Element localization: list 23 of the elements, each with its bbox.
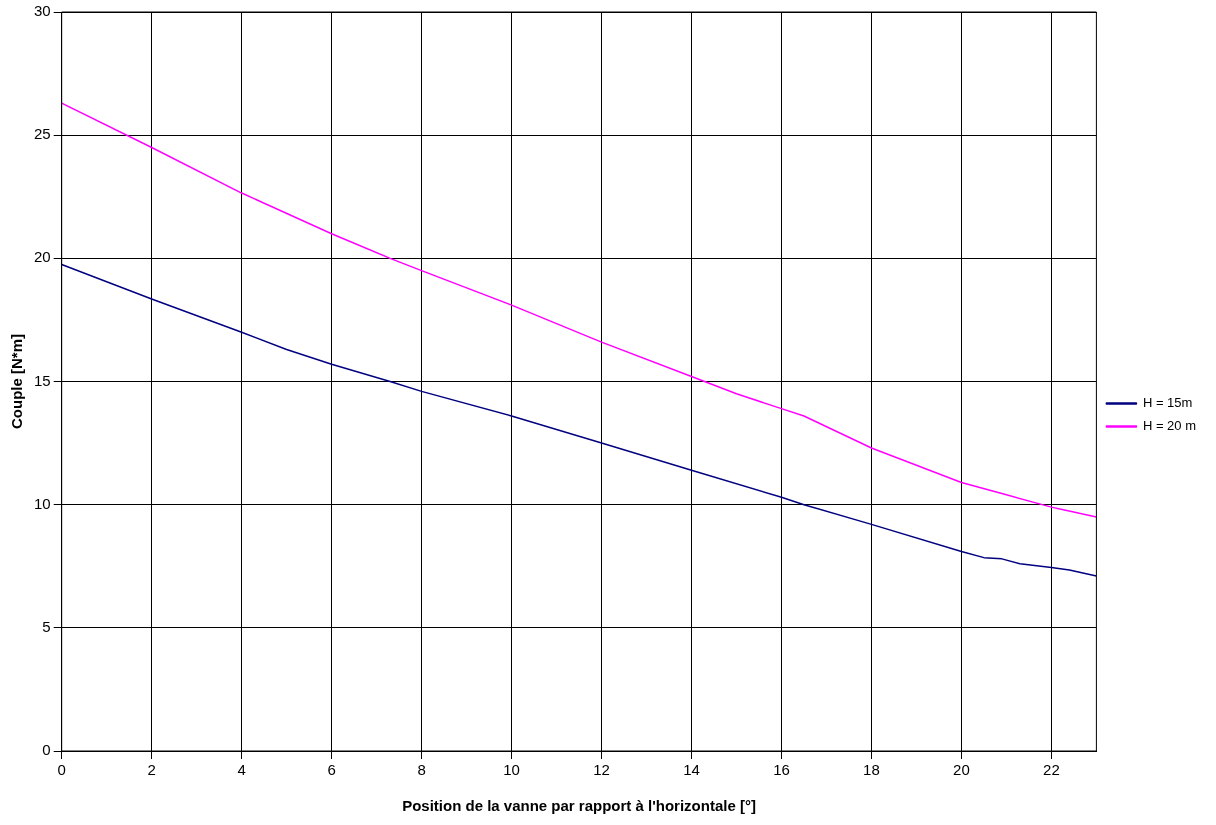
x-tick-label: 12 [593, 761, 610, 779]
y-tick-label: 20 [34, 248, 51, 266]
x-tick-label: 10 [503, 761, 520, 779]
y-tick-label: 5 [42, 617, 51, 635]
y-tick-label: 25 [34, 125, 51, 143]
y-tick-label: 30 [34, 2, 51, 20]
x-tick-label: 8 [417, 761, 426, 779]
x-tick-label: 18 [863, 761, 880, 779]
x-tick-label: 14 [683, 761, 700, 779]
x-tick-label: 6 [327, 761, 336, 779]
x-tick-label: 0 [57, 761, 66, 779]
y-tick-label: 0 [42, 741, 51, 759]
x-tick-label: 2 [147, 761, 156, 779]
y-tick-label: 15 [34, 371, 51, 389]
x-axis-title: Position de la vanne par rapport à l'horizontale [°] [402, 797, 756, 815]
legend-label: H = 20 m [1142, 418, 1196, 434]
x-tick-label: 20 [953, 761, 970, 779]
x-tick-label: 22 [1043, 761, 1060, 779]
x-tick-label: 16 [773, 761, 790, 779]
y-tick-label: 10 [34, 494, 51, 512]
y-axis-title: Couple [N*m] [8, 334, 26, 429]
x-tick-label: 4 [237, 761, 246, 779]
legend-label: H = 15m [1142, 395, 1193, 411]
